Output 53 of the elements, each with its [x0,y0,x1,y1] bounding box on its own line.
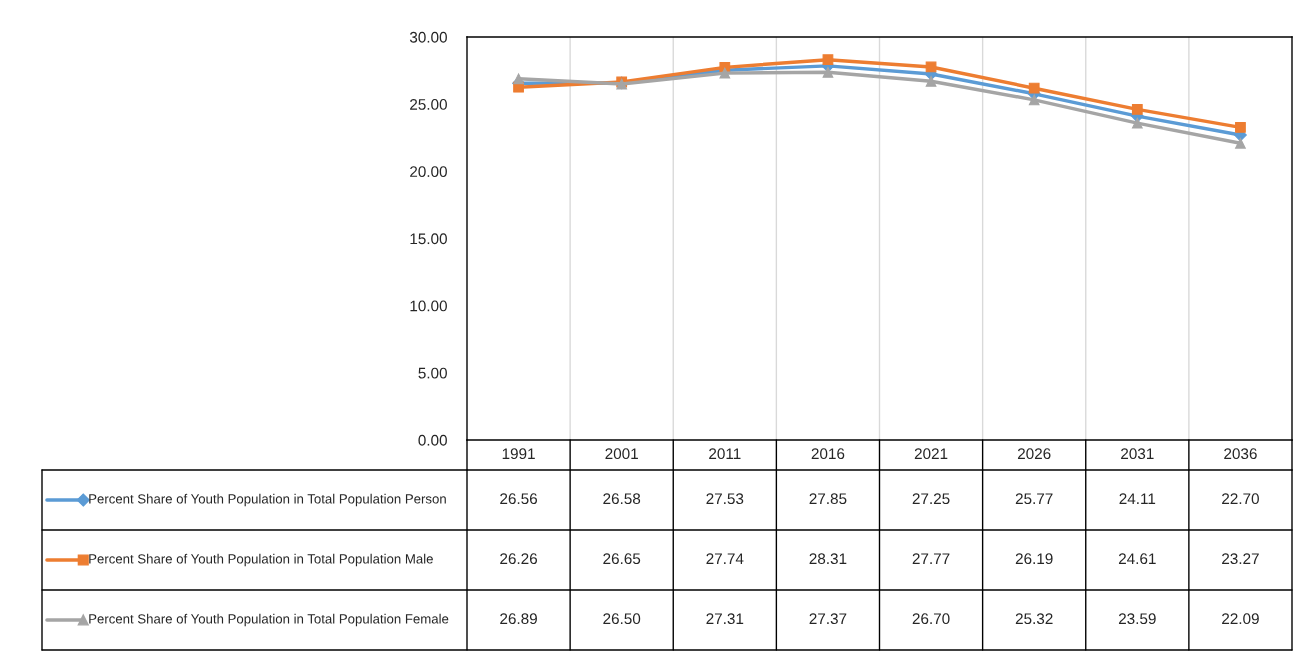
data-label: 23.27 [1222,553,1259,565]
data-label: 24.11 [1119,493,1156,504]
x-tick-label: 2011 [709,448,741,460]
point [1131,117,1143,129]
y-tick-label: 15.00 [410,233,447,245]
data-label: 26.58 [603,493,641,505]
data-label: 23.59 [1118,613,1156,625]
data-label: 26.19 [1015,553,1053,565]
point [513,73,524,85]
point [925,75,937,87]
data-label: 26.70 [912,613,950,625]
data-label: 27.74 [706,553,744,564]
data-label: 27.37 [809,613,847,625]
legend-label: Percent Share of Youth Population in Total Population Person [89,493,446,507]
point [822,54,834,66]
data-label: 28.31 [809,553,847,565]
point [1131,104,1143,115]
data-label: 26.89 [500,613,537,625]
data-label: 26.56 [500,493,538,505]
data-label: 22.70 [1222,493,1259,505]
x-tick-label: 1991 [502,448,535,460]
point [1235,137,1246,149]
x-tick-label: 2026 [1017,448,1051,460]
point [1028,94,1040,106]
data-label: 25.77 [1015,493,1053,505]
data-label: 27.31 [706,613,744,625]
data-label: 27.77 [912,553,950,564]
data-label: 26.26 [500,553,538,565]
y-tick-label: 5.00 [418,367,447,379]
y-tick-label: 10.00 [410,300,447,312]
point [1028,82,1040,94]
data-label: 26.65 [603,553,641,565]
x-tick-label: 2036 [1224,448,1257,460]
y-tick-label: 0.00 [418,434,447,446]
data-label: 27.85 [809,493,847,505]
data-label: 22.09 [1222,613,1259,625]
data-label: 27.53 [706,493,744,505]
x-tick-label: 2021 [914,448,948,460]
legend-label: Percent Share of Youth Population in Total Population Male [89,553,433,567]
y-tick-label: 30.00 [409,31,447,43]
point [719,67,731,79]
x-tick-label: 2001 [605,448,638,460]
x-tick-label: 2016 [811,448,845,460]
x-tick-label: 2031 [1121,448,1154,460]
point [1235,122,1246,133]
data-label: 25.32 [1015,613,1053,625]
y-tick-label: 20.00 [410,166,447,178]
y-tick-label: 25.00 [410,99,447,110]
data-label: 27.25 [912,493,950,505]
legend-label: Percent Share of Youth Population in Total Population Female [89,613,449,627]
data-label: 24.61 [1118,553,1156,565]
data-label: 26.50 [603,613,641,625]
point [822,66,834,78]
